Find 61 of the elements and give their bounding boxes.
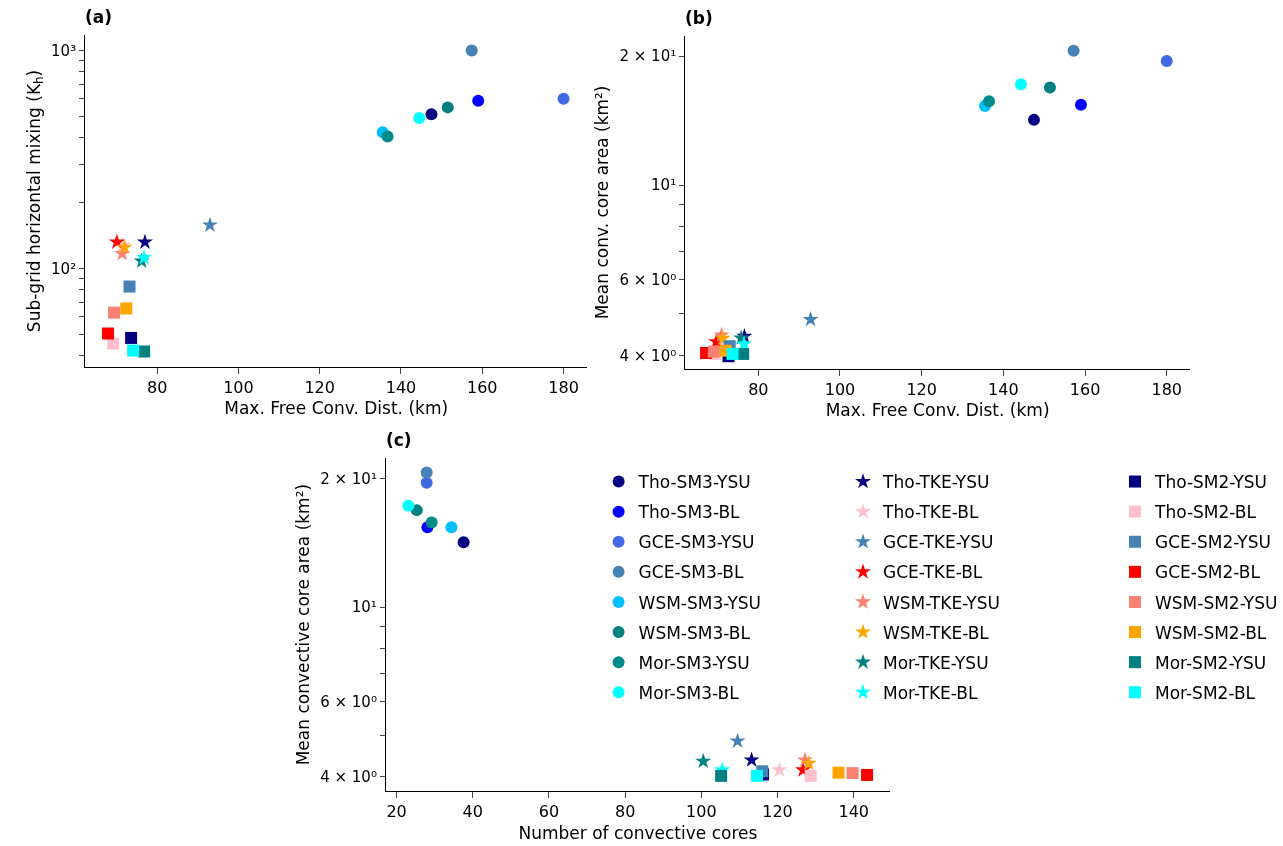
x-tick-label: 100 xyxy=(686,802,717,822)
x-tick-label: 40 xyxy=(462,802,483,822)
legend-label: Tho-SM3-YSU xyxy=(637,472,751,493)
x-tick-label: 120 xyxy=(304,377,335,397)
x-tick-label: 160 xyxy=(1069,380,1101,399)
legend-label: Mor-TKE-YSU xyxy=(883,652,989,673)
legend-label: GCE-TKE-YSU xyxy=(883,532,994,553)
legend-label: GCE-SM3-YSU xyxy=(638,532,755,553)
legend-label: WSM-SM2-BL xyxy=(1155,622,1267,643)
legend-label: Tho-SM3-BL xyxy=(637,502,741,523)
y-tick-label: 10³ xyxy=(51,41,77,60)
legend-label: WSM-SM3-BL xyxy=(638,622,751,643)
x-tick-label: 180 xyxy=(1151,380,1183,399)
legend-label: GCE-SM3-BL xyxy=(638,562,744,583)
legend-label: WSM-SM3-YSU xyxy=(638,592,762,613)
legend-label: Mor-SM3-BL xyxy=(638,682,740,703)
chart-title: (b) xyxy=(685,8,713,28)
chart-title: (c) xyxy=(386,430,412,450)
legend-label: Mor-TKE-BL xyxy=(883,682,979,703)
x-tick-label: 80 xyxy=(748,380,769,399)
legend-label: GCE-SM2-YSU xyxy=(1155,532,1271,553)
x-tick-label: 120 xyxy=(762,802,793,822)
chart-title: (a) xyxy=(85,7,113,27)
legend-label: Tho-TKE-YSU xyxy=(882,472,990,493)
x-axis-title: Max. Free Conv. Dist. (km) xyxy=(224,398,449,419)
legend-label: GCE-SM2-BL xyxy=(1155,562,1261,583)
x-tick-label: 100 xyxy=(223,377,254,397)
legend-label: Tho-SM2-YSU xyxy=(1154,472,1268,493)
x-tick-label: 60 xyxy=(538,802,560,822)
x-axis-title: Max. Free Conv. Dist. (km) xyxy=(825,400,1050,421)
x-tick-label: 180 xyxy=(548,377,579,397)
x-tick-label: 120 xyxy=(906,380,937,399)
y-tick-label: 4 × 10⁰ xyxy=(619,346,677,365)
x-tick-label: 80 xyxy=(146,377,168,397)
y-tick-label: 2 × 10¹ xyxy=(619,47,677,66)
legend-label: Mor-SM2-BL xyxy=(1155,682,1256,703)
y-tick-label: 2 × 10¹ xyxy=(320,470,377,489)
x-tick-label: 160 xyxy=(467,377,498,397)
x-tick-label: 140 xyxy=(838,802,869,822)
legend-label: WSM-TKE-BL xyxy=(883,622,990,643)
y-tick-label: 6 × 10⁰ xyxy=(619,271,677,290)
y-axis-title: Mean conv. core area (km²) xyxy=(591,85,612,320)
y-tick-label: 10¹ xyxy=(351,598,377,617)
legend-label: Tho-TKE-BL xyxy=(882,502,979,523)
x-tick-label: 100 xyxy=(824,380,856,399)
legend-label: GCE-TKE-BL xyxy=(883,562,983,583)
legend-label: WSM-TKE-YSU xyxy=(883,592,1000,613)
y-axis-title: Mean convective core area (km²) xyxy=(292,483,313,766)
x-tick-label: 140 xyxy=(988,380,1019,399)
legend-label: Tho-SM2-BL xyxy=(1154,502,1257,523)
y-tick-label: 10¹ xyxy=(651,176,677,195)
x-tick-label: 80 xyxy=(614,802,636,822)
legend-label: WSM-SM2-YSU xyxy=(1155,592,1278,613)
x-tick-label: 140 xyxy=(385,377,417,397)
x-tick-label: 20 xyxy=(386,802,407,822)
y-tick-label: 6 × 10⁰ xyxy=(320,693,377,711)
legend-label: Mor-SM3-YSU xyxy=(638,652,750,673)
y-tick-label: 10² xyxy=(51,259,77,278)
legend-label: Mor-SM2-YSU xyxy=(1155,652,1267,673)
y-tick-label: 4 × 10⁰ xyxy=(320,768,377,787)
x-axis-title: Number of convective cores xyxy=(518,822,758,843)
